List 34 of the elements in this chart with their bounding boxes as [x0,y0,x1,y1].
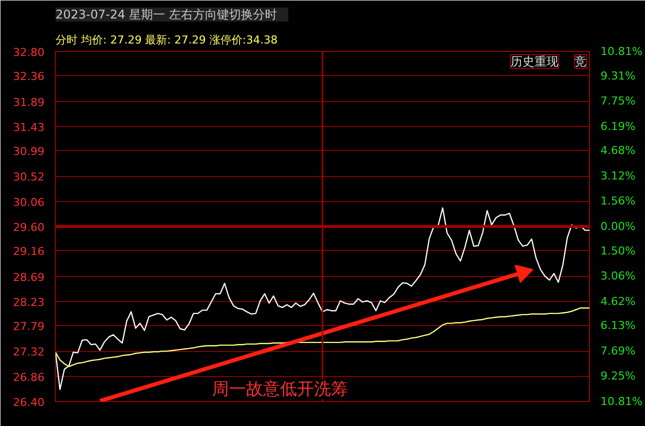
annotation: 周一故意低开洗筹 [212,380,348,400]
y2-tick-label: 6.13% [600,319,636,332]
y-tick-label: 26.86 [13,370,45,384]
y2-tick-label: 3.12% [600,169,636,182]
y-tick-label: 29.16 [13,245,45,258]
y-tick-label: 27.32 [13,346,45,359]
y-tick-label: 30.52 [13,170,45,184]
y-tick-label: 32.36 [13,70,45,84]
y-tick-label: 32.80 [13,46,45,59]
y-tick-label: 27.79 [13,320,45,333]
y2-tick-label: 9.25% [600,370,636,383]
y2-tick-label: 1.56% [600,194,636,208]
chart-subtitle: 分时 均价: 27.29 最新: 27.29 涨停价:34.38 [56,34,278,46]
y2-tick-label: 0.00% [600,220,636,233]
y-tick-label: 30.99 [13,144,45,158]
line-series [56,307,590,368]
y2-tick-label: 7.69% [600,344,636,358]
y2-tick-label: 10.81% [600,45,642,58]
y-tick-label: 26.40 [13,396,45,409]
y-tick-label: 31.89 [13,96,45,109]
chart-title: 2023-07-24 星期一 左右方向键切换分时 [56,8,277,22]
y-tick-label: 28.69 [13,270,45,284]
y2-tick-label: 10.81% [600,395,642,408]
y2-tick-label: 1.50% [600,244,636,258]
y2-tick-label: 9.31% [600,69,636,82]
y2-tick-label: 4.68% [600,144,636,158]
y-tick-label: 28.23 [13,296,45,309]
y-tick-label: 30.06 [13,196,45,209]
y-tick-label: 29.60 [13,221,45,234]
y2-tick-label: 6.19% [600,120,636,133]
y2-tick-label: 7.75% [600,94,636,108]
y2-tick-label: 4.62% [600,294,636,308]
y-tick-label: 31.43 [13,120,45,134]
y2-tick-label: 3.06% [600,270,636,283]
